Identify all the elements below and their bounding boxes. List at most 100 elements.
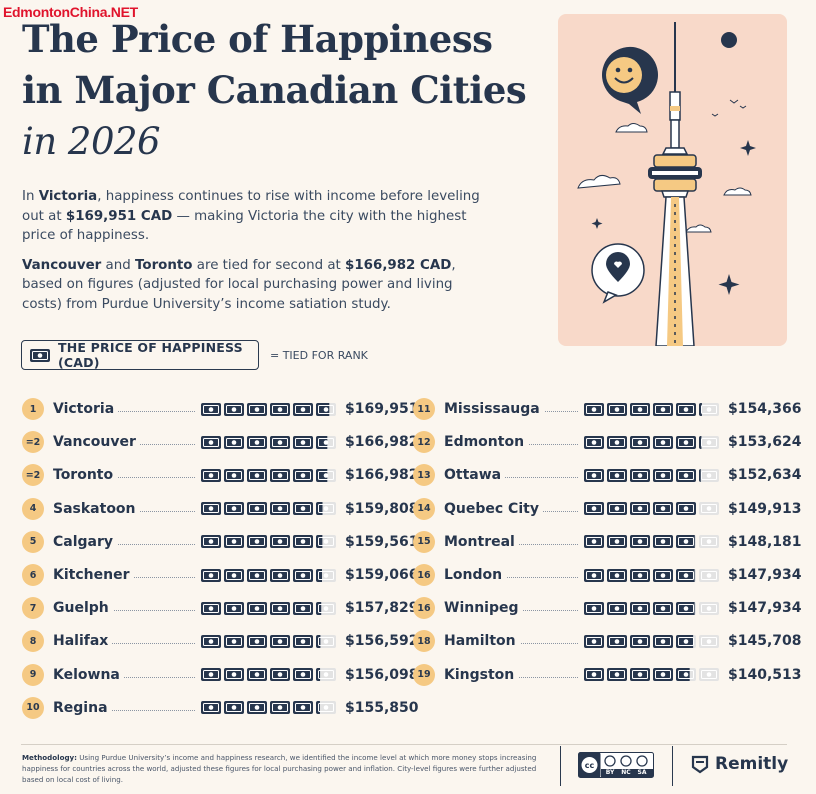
ranking-row: 6 Kitchener $159,066	[22, 563, 419, 587]
money-bill-icon	[201, 502, 221, 516]
bill-bar	[201, 502, 336, 516]
bill-bar	[584, 634, 719, 648]
money-bill-icon	[247, 601, 267, 615]
rank-badge: 5	[22, 530, 44, 553]
intro-paragraph-2: Vancouver and Toronto are tied for secon…	[22, 257, 456, 312]
price-value: $148,181	[728, 533, 802, 550]
money-bill-icon	[630, 668, 650, 682]
money-bill-icon	[224, 634, 244, 648]
money-bill-icon	[247, 435, 267, 449]
money-bill-icon	[316, 634, 336, 648]
brand-name: Remitly	[715, 754, 789, 774]
money-bill-icon	[676, 568, 696, 582]
money-bill-icon	[699, 535, 719, 549]
rank-badge: =2	[22, 464, 44, 487]
money-bill-icon	[653, 568, 673, 582]
money-bill-icon	[676, 634, 696, 648]
rank-badge: 8	[22, 630, 44, 653]
money-bill-icon	[699, 468, 719, 482]
money-bill-icon	[699, 502, 719, 516]
money-bill-icon	[316, 468, 336, 482]
money-bill-icon	[584, 502, 604, 516]
price-value: $147,934	[728, 600, 802, 617]
money-bill-icon	[224, 701, 244, 715]
price-value: $166,982	[345, 467, 419, 484]
legend: THE PRICE OF HAPPINESS (CAD)	[21, 340, 259, 370]
price-value: $156,098	[345, 666, 419, 683]
money-bill-icon	[201, 701, 221, 715]
money-bill-icon	[270, 668, 290, 682]
intro-text: In Victoria, happiness continues to rise…	[22, 187, 492, 324]
money-bill-icon	[201, 601, 221, 615]
ranking-row: 18 Hamilton $145,708	[413, 629, 802, 653]
city-name: Hamilton	[444, 633, 584, 650]
money-bill-icon	[293, 435, 313, 449]
money-bill-icon	[630, 535, 650, 549]
leader-dots	[444, 577, 578, 578]
money-bill-icon	[247, 468, 267, 482]
bill-bar	[201, 402, 336, 416]
rank-badge: 4	[22, 497, 44, 520]
footer-separator	[672, 746, 673, 786]
money-bill-icon	[607, 468, 627, 482]
money-bill-icon	[293, 468, 313, 482]
rank-badge: 9	[22, 663, 44, 686]
money-bill-icon	[270, 402, 290, 416]
bill-bar	[201, 701, 336, 715]
city-name: Calgary	[53, 533, 201, 550]
rank-badge: 10	[22, 696, 44, 719]
money-bill-icon	[270, 634, 290, 648]
page-title: The Price of Happiness in Major Canadian…	[22, 14, 527, 167]
money-bill-icon	[653, 668, 673, 682]
leader-dots	[53, 610, 195, 612]
city-name: Edmonton	[444, 434, 584, 451]
money-bill-icon	[224, 468, 244, 482]
money-bill-icon	[270, 535, 290, 549]
money-bill-icon	[630, 402, 650, 416]
bill-bar	[201, 601, 336, 615]
price-value: $155,850	[345, 699, 419, 716]
money-bill-icon	[653, 435, 673, 449]
creative-commons-badge: cc BY NC SA	[578, 752, 654, 778]
price-value: $153,624	[728, 434, 802, 451]
price-value: $169,951	[345, 401, 419, 417]
money-bill-icon	[293, 402, 313, 416]
price-value: $147,934	[728, 567, 802, 583]
money-bill-icon	[201, 634, 221, 648]
rank-badge: 12	[413, 431, 435, 454]
bill-bar	[584, 601, 719, 615]
leader-dots	[53, 709, 195, 711]
license-nc: NC	[621, 769, 631, 776]
ranking-row: 15 Montreal $148,181	[413, 530, 802, 554]
remitly-logo: Remitly	[690, 754, 788, 774]
money-bill-icon	[653, 634, 673, 648]
money-bill-icon	[699, 601, 719, 615]
city-name: Toronto	[53, 467, 201, 484]
money-bill-icon	[293, 568, 313, 582]
money-bill-icon	[699, 634, 719, 648]
money-bill-icon	[270, 601, 290, 615]
bill-bar	[584, 568, 719, 582]
money-bill-icon	[293, 601, 313, 615]
money-bill-icon	[676, 668, 696, 682]
city-name: Winnipeg	[444, 600, 584, 617]
money-bill-icon	[584, 435, 604, 449]
leader-dots	[53, 676, 195, 678]
money-bill-icon	[201, 568, 221, 582]
money-bill-icon	[607, 402, 627, 416]
money-bill-icon	[224, 502, 244, 516]
city-name: Quebec City	[444, 500, 584, 517]
bill-bar	[584, 535, 719, 549]
money-bill-icon	[607, 435, 627, 449]
city-name: Saskatoon	[53, 500, 201, 517]
money-bill-icon	[316, 435, 336, 449]
ranking-row: 7 Guelph $157,829	[22, 596, 419, 620]
ranking-row: 11 Mississauga $154,366	[413, 397, 802, 421]
city-name: Regina	[53, 699, 201, 716]
ranking-row: 1 Victoria $169,951	[22, 397, 419, 421]
money-bill-icon	[247, 701, 267, 715]
money-bill-icon	[224, 568, 244, 582]
price-value: $154,366	[728, 401, 802, 417]
bill-bar	[201, 634, 336, 648]
money-bill-icon	[676, 435, 696, 449]
